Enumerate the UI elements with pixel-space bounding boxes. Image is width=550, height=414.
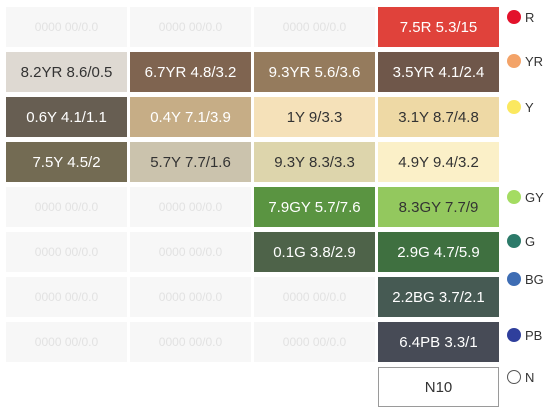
empty-swatch-placeholder: 0000 00/0.0 bbox=[6, 187, 127, 227]
color-dot-icon bbox=[507, 100, 521, 114]
color-swatch: 3.5YR 4.1/2.4 bbox=[378, 52, 499, 92]
legend-label: YR bbox=[525, 53, 544, 69]
color-dot-icon bbox=[507, 190, 521, 204]
color-swatch: 6.4PB 3.3/1 bbox=[378, 322, 499, 362]
legend-item-pb: PB bbox=[507, 325, 542, 345]
legend-label: PB bbox=[525, 327, 543, 343]
color-swatch: 8.3GY 7.7/9 bbox=[378, 187, 499, 227]
legend-label: G bbox=[525, 233, 536, 249]
color-dot-icon bbox=[507, 234, 521, 248]
empty-swatch-placeholder: 0000 00/0.0 bbox=[254, 322, 375, 362]
empty-swatch-placeholder: 0000 00/0.0 bbox=[254, 7, 375, 47]
color-dot-icon bbox=[507, 328, 521, 342]
color-swatch: 6.7YR 4.8/3.2 bbox=[130, 52, 251, 92]
color-swatch: 5.7Y 7.7/1.6 bbox=[130, 142, 251, 182]
color-dot-icon bbox=[507, 10, 521, 24]
color-swatch: 4.9Y 9.4/3.2 bbox=[378, 142, 499, 182]
color-swatch: 2.9G 4.7/5.9 bbox=[378, 232, 499, 272]
legend-label: Y bbox=[525, 99, 534, 115]
legend-label: BG bbox=[525, 271, 544, 287]
legend-label: N bbox=[525, 369, 535, 385]
empty-swatch-placeholder: 0000 00/0.0 bbox=[130, 322, 251, 362]
empty-swatch-placeholder: 0000 00/0.0 bbox=[6, 322, 127, 362]
color-swatch: 3.1Y 8.7/4.8 bbox=[378, 97, 499, 137]
empty-swatch-placeholder: 0000 00/0.0 bbox=[130, 232, 251, 272]
legend-label: GY bbox=[525, 189, 544, 205]
color-dot-icon bbox=[507, 54, 521, 68]
empty-swatch-placeholder: 0000 00/0.0 bbox=[6, 277, 127, 317]
color-dot-icon bbox=[507, 370, 521, 384]
color-dot-icon bbox=[507, 272, 521, 286]
empty-swatch-placeholder: 0000 00/0.0 bbox=[6, 7, 127, 47]
legend-item-r: R bbox=[507, 7, 534, 27]
hue-legend: R YR Y GY G BG PB N bbox=[507, 7, 550, 407]
legend-item-y: Y bbox=[507, 97, 534, 117]
color-swatch: 7.5Y 4.5/2 bbox=[6, 142, 127, 182]
color-swatch: 0.4Y 7.1/3.9 bbox=[130, 97, 251, 137]
color-swatch: 0.1G 3.8/2.9 bbox=[254, 232, 375, 272]
legend-item-n: N bbox=[507, 367, 534, 387]
color-swatch: 2.2BG 3.7/2.1 bbox=[378, 277, 499, 317]
empty-swatch-placeholder: 0000 00/0.0 bbox=[254, 277, 375, 317]
color-swatch: N10 bbox=[378, 367, 499, 407]
legend-item-g: G bbox=[507, 231, 535, 251]
empty-swatch-placeholder: 0000 00/0.0 bbox=[130, 277, 251, 317]
color-swatch-grid: 0000 00/0.0 0000 00/0.0 0000 00/0.0 7.5R 5.… bbox=[6, 7, 501, 407]
color-swatch: 7.5R 5.3/15 bbox=[378, 7, 499, 47]
empty-swatch-placeholder: 0000 00/0.0 bbox=[6, 232, 127, 272]
empty-swatch-placeholder: 0000 00/0.0 bbox=[130, 7, 251, 47]
empty-swatch-placeholder: 0000 00/0.0 bbox=[130, 187, 251, 227]
color-swatch: 9.3YR 5.6/3.6 bbox=[254, 52, 375, 92]
legend-item-gy: GY bbox=[507, 187, 544, 207]
color-swatch: 8.2YR 8.6/0.5 bbox=[6, 52, 127, 92]
color-swatch: 0.6Y 4.1/1.1 bbox=[6, 97, 127, 137]
color-swatch: 1Y 9/3.3 bbox=[254, 97, 375, 137]
color-swatch: 7.9GY 5.7/7.6 bbox=[254, 187, 375, 227]
legend-label: R bbox=[525, 9, 535, 25]
color-swatch: 9.3Y 8.3/3.3 bbox=[254, 142, 375, 182]
legend-item-bg: BG bbox=[507, 269, 544, 289]
legend-item-yr: YR bbox=[507, 51, 543, 71]
